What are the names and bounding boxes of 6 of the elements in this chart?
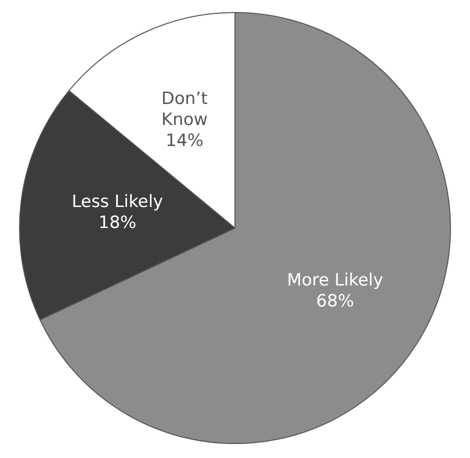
data-label: 68% [316, 291, 354, 312]
slice-label: Don’t Know [161, 89, 208, 130]
slice-label: Less Likely [72, 192, 164, 212]
slice-label: More Likely [286, 270, 384, 290]
data-label: 14% [166, 131, 204, 152]
data-label: 18% [98, 213, 136, 234]
